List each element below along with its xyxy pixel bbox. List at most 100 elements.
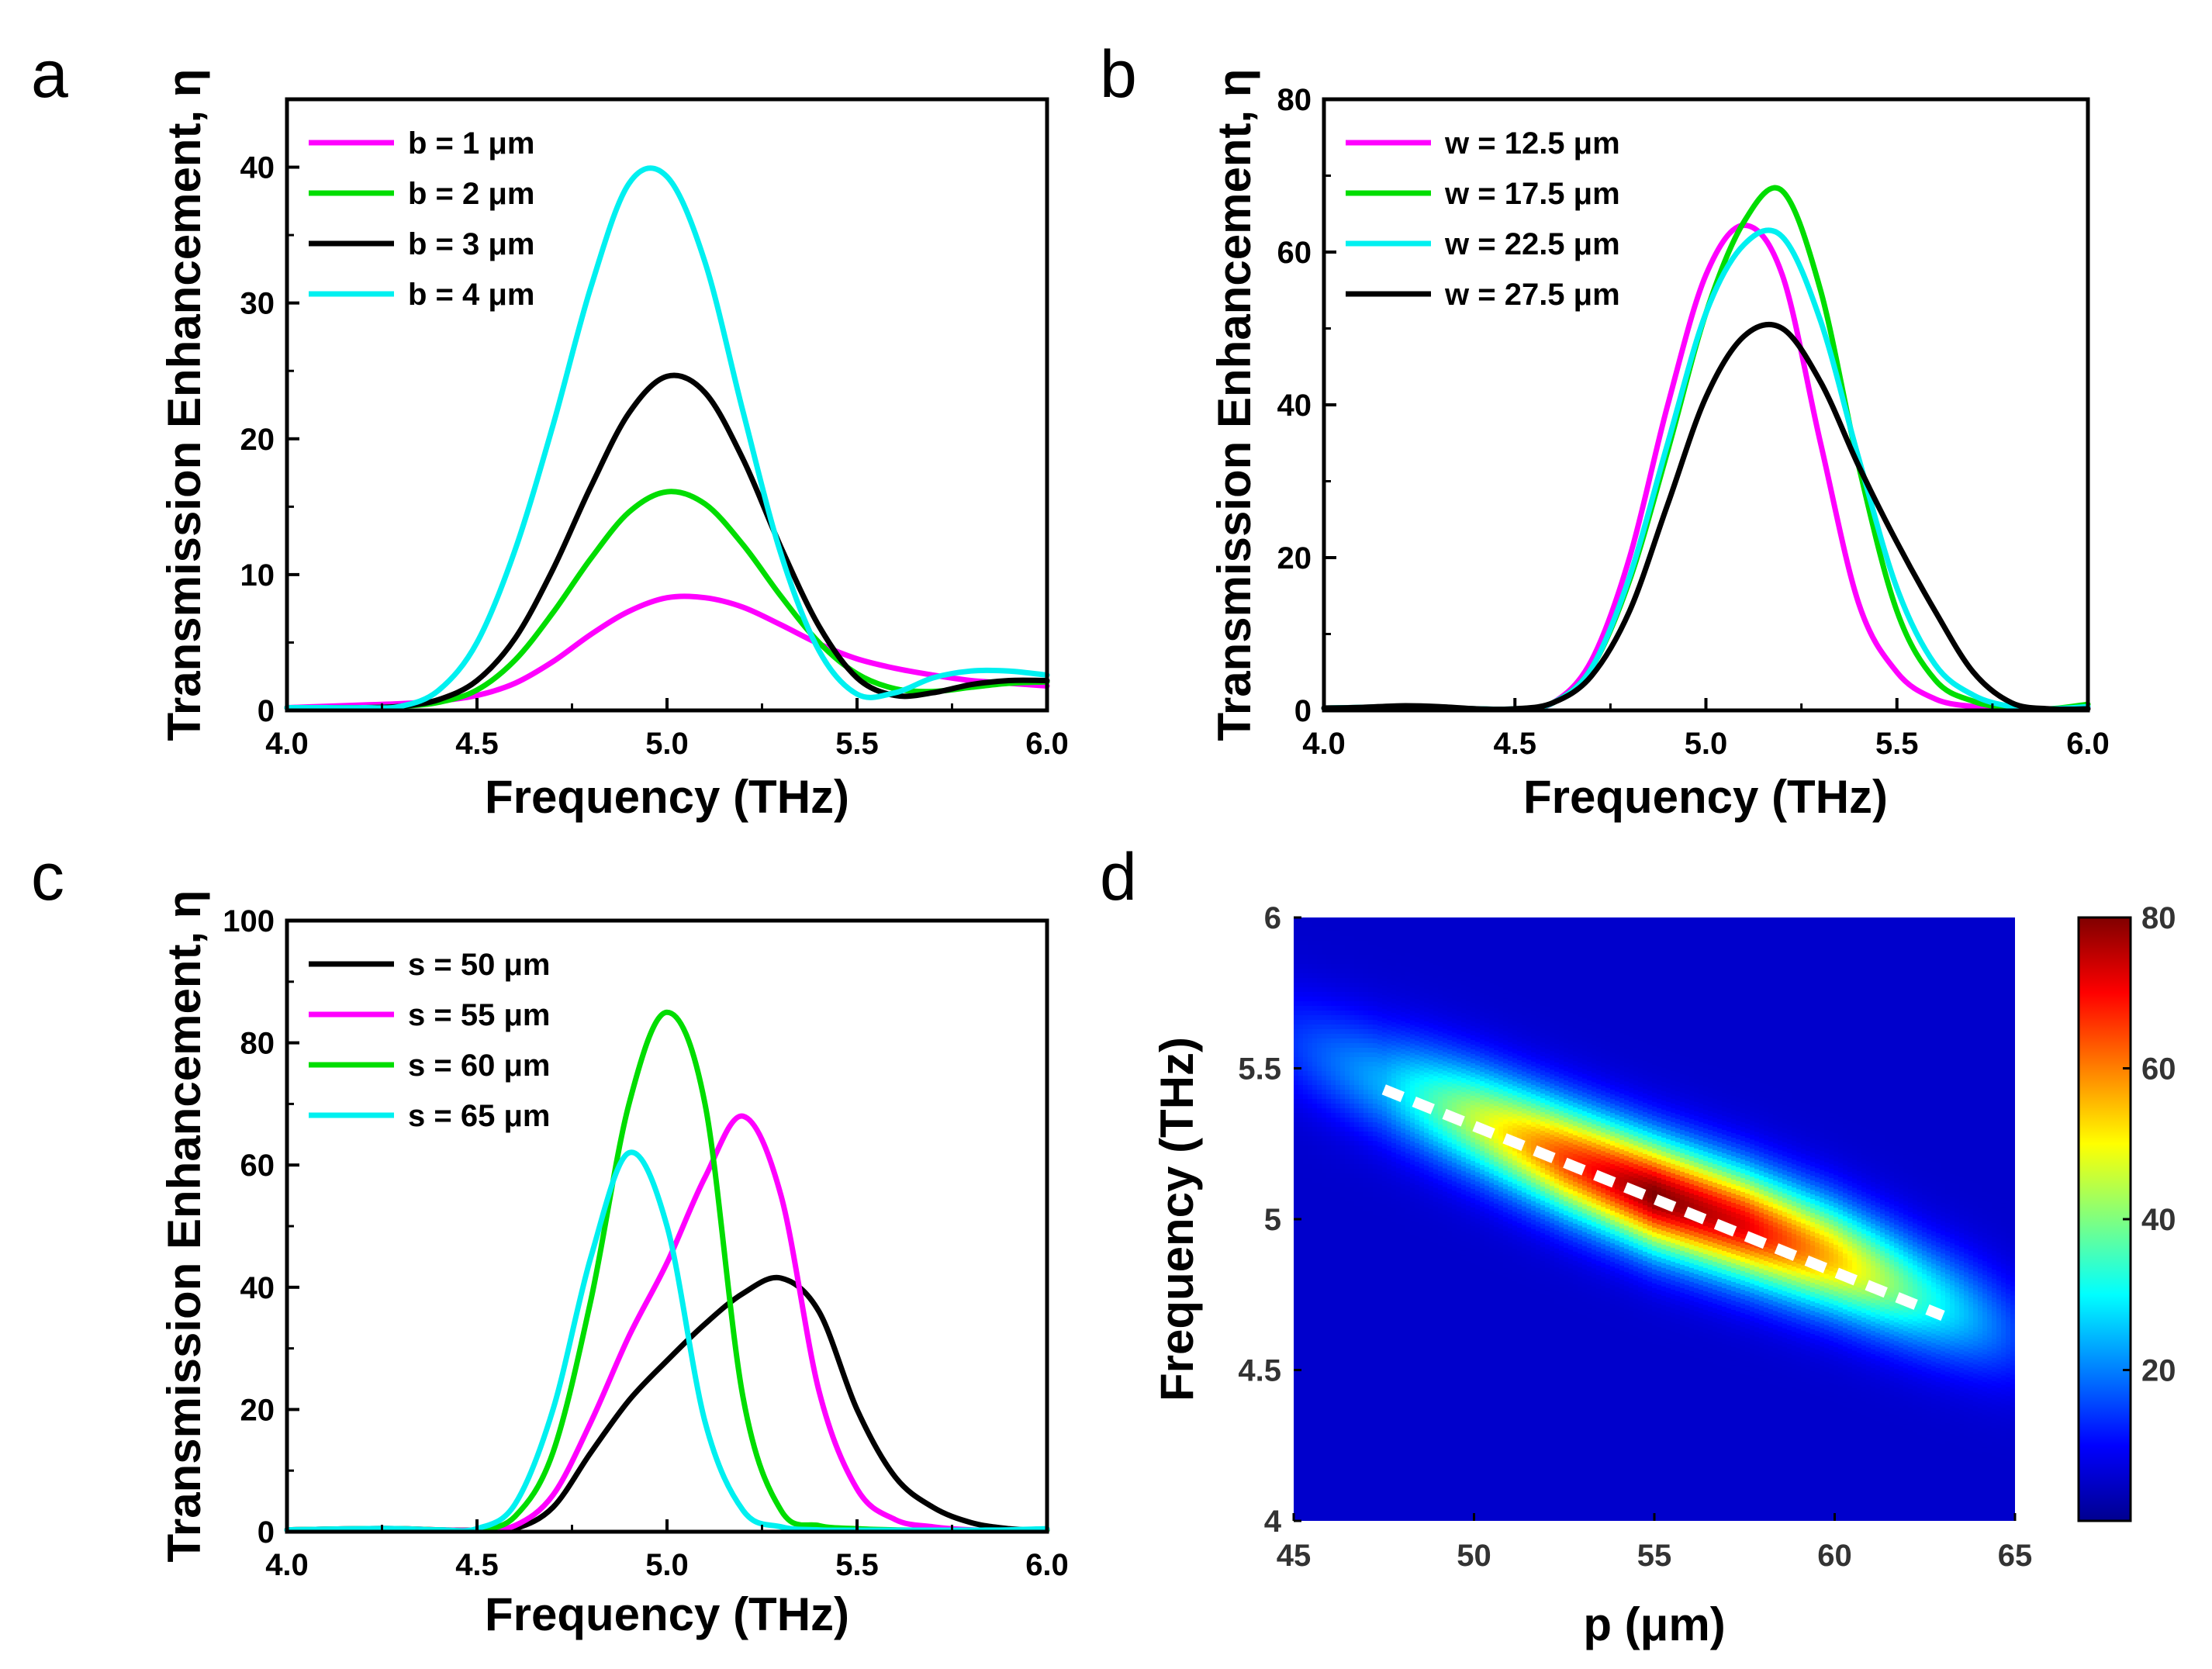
heatmap-cell xyxy=(1596,1121,1602,1127)
heatmap-cell xyxy=(1429,1079,1434,1084)
heatmap-cell xyxy=(1387,1113,1392,1119)
heatmap-cell xyxy=(1340,1155,1346,1160)
heatmap-cell xyxy=(1494,1124,1499,1130)
heatmap-cell xyxy=(1480,1263,1485,1268)
heatmap-cell xyxy=(1326,1145,1332,1151)
heatmap-cell xyxy=(1536,1156,1541,1163)
heatmap-cell xyxy=(1601,1170,1606,1175)
heatmap-cell xyxy=(1545,1207,1550,1213)
heatmap-cell xyxy=(1433,1248,1439,1254)
heatmap-cell xyxy=(1578,1049,1583,1054)
heatmap-cell xyxy=(1433,983,1439,989)
heatmap-cell xyxy=(1471,1021,1476,1027)
heatmap-cell xyxy=(1415,952,1420,958)
heatmap-cell xyxy=(1587,1052,1592,1058)
heatmap-cell xyxy=(1391,1204,1397,1209)
heatmap-cell xyxy=(1443,1033,1448,1039)
heatmap-cell xyxy=(1377,1016,1383,1022)
heatmap-cell xyxy=(1294,931,1299,937)
heatmap-cell xyxy=(1317,1197,1322,1202)
heatmap-cell xyxy=(1350,1108,1355,1114)
panel-b-legend-label-2: w = 17.5 μm xyxy=(1444,177,1620,211)
heatmap-cell xyxy=(1592,1096,1597,1102)
heatmap-cell xyxy=(1298,1136,1304,1142)
heatmap-cell xyxy=(1424,1086,1429,1092)
heatmap-cell xyxy=(1424,1021,1429,1027)
panel-c-legend: s = 50 μms = 55 μms = 60 μms = 65 μm xyxy=(309,948,550,1133)
heatmap-cell xyxy=(1336,1090,1341,1095)
heatmap-cell xyxy=(1601,1128,1606,1133)
panel-a-legend-label-1: b = 1 μm xyxy=(408,126,534,161)
heatmap-cell xyxy=(1429,981,1434,987)
heatmap-cell xyxy=(1564,1257,1569,1263)
heatmap-cell xyxy=(1550,1190,1555,1196)
heatmap-cell xyxy=(1424,1239,1429,1246)
heatmap-cell xyxy=(1405,1256,1411,1261)
heatmap-cell xyxy=(1512,1267,1518,1273)
heatmap-cell xyxy=(1568,1040,1574,1046)
heatmap-cell xyxy=(1336,1122,1341,1128)
heatmap-cell xyxy=(1475,1018,1481,1025)
heatmap-cell xyxy=(1415,943,1420,949)
heatmap-cell xyxy=(1433,1062,1439,1068)
heatmap-cell xyxy=(1536,1031,1541,1037)
heatmap-cell xyxy=(1326,983,1332,988)
heatmap-cell xyxy=(1498,1219,1504,1225)
heatmap-cell xyxy=(1429,972,1434,977)
heatmap-cell xyxy=(1331,1187,1336,1193)
heatmap-cell xyxy=(1484,1222,1490,1228)
heatmap-cell xyxy=(1564,1211,1569,1216)
heatmap-cell xyxy=(1550,990,1555,996)
heatmap-cell xyxy=(1484,1199,1490,1205)
heatmap-cell xyxy=(1359,1215,1364,1221)
heatmap-cell xyxy=(1317,1048,1322,1053)
heatmap-cell xyxy=(1322,1113,1327,1118)
heatmap-cell xyxy=(1494,1273,1499,1279)
heatmap-cell xyxy=(1345,1164,1350,1170)
heatmap-cell xyxy=(1605,1185,1611,1191)
heatmap-cell xyxy=(1340,1080,1346,1086)
heatmap-cell xyxy=(1312,1076,1318,1081)
heatmap-cell xyxy=(1494,1217,1499,1223)
heatmap-cell xyxy=(1526,1139,1532,1144)
heatmap-cell xyxy=(1377,1230,1383,1236)
heatmap-cell xyxy=(1480,1118,1485,1124)
heatmap-cell xyxy=(1540,1270,1546,1276)
heatmap-cell xyxy=(1610,1285,1616,1291)
heatmap-cell xyxy=(1564,1080,1569,1086)
heatmap-cell xyxy=(1438,948,1443,953)
heatmap-cell xyxy=(1526,1111,1532,1116)
heatmap-cell xyxy=(1596,1032,1602,1038)
heatmap-cell xyxy=(1596,1023,1602,1029)
heatmap-cell xyxy=(1498,1080,1504,1086)
heatmap-cell xyxy=(1387,1108,1392,1114)
heatmap-cell xyxy=(1536,1114,1541,1121)
heatmap-cell xyxy=(1564,1253,1569,1258)
heatmap-cell xyxy=(1363,1108,1369,1114)
heatmap-cell xyxy=(1554,1118,1560,1124)
heatmap-cell xyxy=(1601,1095,1606,1101)
heatmap-cell xyxy=(1596,1028,1602,1034)
heatmap-cell xyxy=(1610,1057,1616,1063)
heatmap-cell xyxy=(1457,964,1462,970)
heatmap-cell xyxy=(1368,1090,1374,1095)
heatmap-cell xyxy=(1312,1169,1318,1174)
heatmap-cell xyxy=(1540,1080,1546,1085)
heatmap-cell xyxy=(1512,1160,1518,1166)
heatmap-cell xyxy=(1610,1248,1616,1253)
heatmap-cell xyxy=(1322,1020,1327,1025)
heatmap-cell xyxy=(1461,1134,1467,1139)
heatmap-cell xyxy=(1452,1274,1457,1280)
heatmap-cell xyxy=(1354,1020,1360,1025)
heatmap-cell xyxy=(1475,1260,1481,1266)
heatmap-cell xyxy=(1457,1159,1462,1166)
heatmap-cell xyxy=(1294,1006,1299,1011)
heatmap-cell xyxy=(1578,1142,1583,1147)
heatmap-cell xyxy=(1461,957,1467,962)
heatmap-cell xyxy=(1354,1062,1360,1067)
heatmap-cell xyxy=(1438,1236,1443,1242)
heatmap-cell xyxy=(1387,1080,1392,1087)
heatmap-cell xyxy=(1350,978,1355,983)
heatmap-cell xyxy=(1601,1076,1606,1082)
heatmap-cell xyxy=(1368,1159,1374,1165)
